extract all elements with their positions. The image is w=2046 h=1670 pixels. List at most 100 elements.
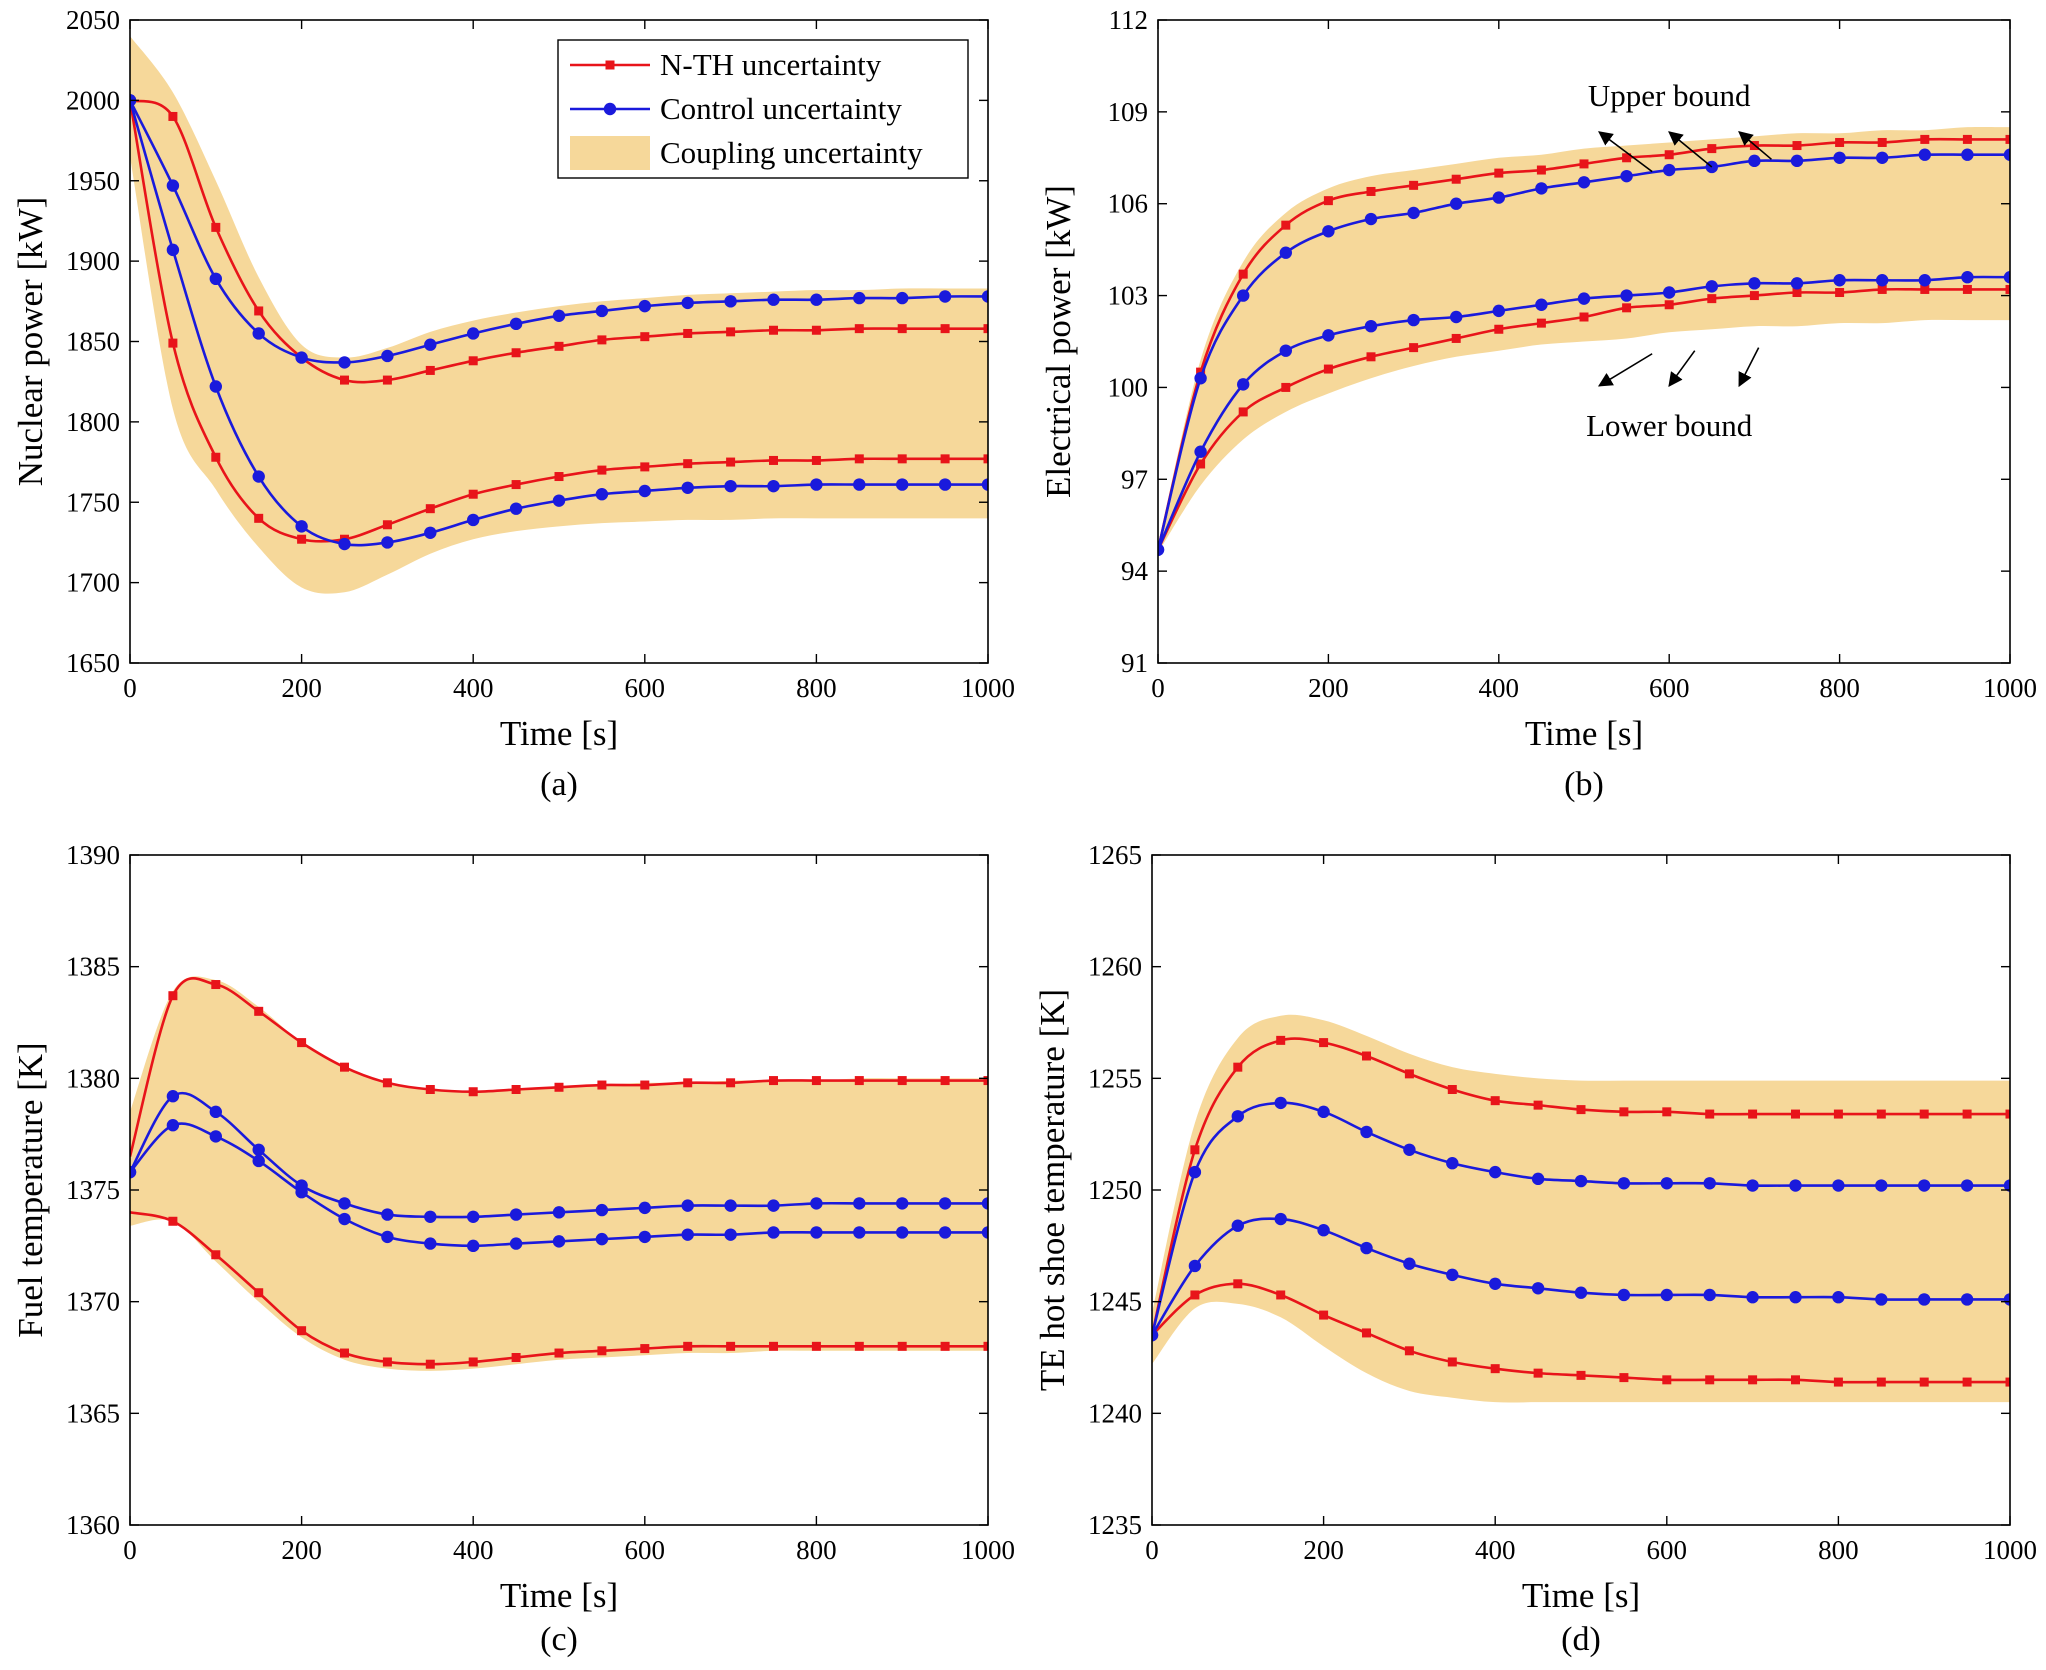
data-point-circle [1364,319,1378,333]
data-point-circle [853,1197,866,1210]
y-tick-label: 1260 [1088,952,1142,982]
data-point-circle [1274,1096,1287,1110]
data-point-square [683,1341,693,1351]
chart-panel-d: 0 200 400 600 800 1000 1235 1240 1245 1250 1255 126… [1033,840,2037,1658]
data-point-circle [209,1130,222,1143]
data-point-square [554,341,564,351]
data-point-square [640,1080,650,1090]
y-tick-label: 1800 [66,407,120,437]
data-point-circle [467,513,480,527]
data-point-square [1319,1310,1329,1320]
data-point-square [1366,186,1376,196]
data-point-square [597,465,607,475]
data-point-circle [1876,151,1889,164]
y-tick-label: 1240 [1088,1398,1142,1428]
data-point-square [1238,407,1248,417]
x-tick-label: 600 [1647,1535,1688,1565]
data-point-square [1619,1107,1629,1117]
data-point-square [254,1288,264,1298]
data-point-circle [381,349,394,363]
legend: N-TH uncertainty Control uncertainty Coupl… [557,39,969,179]
panel-caption: (c) [540,1621,578,1658]
legend-band-swatch [570,136,650,170]
data-point-square [1662,1107,1672,1117]
data-point-square [254,1006,264,1016]
nth-series-1 [1152,1279,2010,1387]
control-series-3 [1158,271,2010,556]
data-point-circle [1748,154,1761,168]
y-tick-label: 2050 [66,5,120,35]
data-point-circle [1194,445,1207,458]
control-series-2 [1158,148,2010,556]
data-point-square [1362,1051,1371,1061]
data-point-square [1533,1100,1543,1110]
chart-panel-b: 0 200 400 600 800 1000 91 94 97 100 103 106 109 112 Ti… [1039,5,2037,803]
data-point-square [1494,168,1504,178]
data-point-square [168,991,178,1001]
control-series-2 [130,1090,988,1224]
data-point-circle [981,1197,988,1210]
data-point-circle [767,1226,780,1239]
data-point-circle [209,272,222,286]
data-point-square [1877,137,1887,147]
data-point-square [854,1341,864,1351]
data-point-square [769,325,778,335]
control-series-3 [130,94,988,551]
data-point-circle [252,1143,265,1157]
data-point-square [1791,1375,1800,1385]
annotation-arrow [1668,350,1696,387]
data-point-circle [595,1203,609,1217]
y-tick-label: 1750 [66,487,120,517]
panel-caption: (a) [540,766,578,803]
data-point-circle [467,1210,480,1224]
data-point-square [640,1344,650,1354]
data-point-circle [724,479,737,493]
data-point-circle [2003,271,2010,284]
x-tick-label: 400 [1475,1535,1516,1565]
y-tick-label: 1700 [66,568,120,598]
data-point-circle [424,1210,437,1224]
data-point-circle [552,309,566,322]
data-point-circle [1789,1291,1802,1304]
data-point-circle [853,1226,866,1239]
data-point-square [1835,137,1845,147]
panel-caption: (b) [1564,766,1604,803]
control-series-3 [130,1119,988,1253]
data-point-circle [810,293,823,306]
x-axis-label: Time [s] [500,714,618,753]
data-point-square [726,327,736,337]
data-point-square [168,1216,178,1226]
data-point-square [1281,220,1291,230]
data-point-square [2005,284,2010,294]
data-point-circle [295,1186,308,1199]
data-point-circle [295,351,308,364]
data-point-square [1877,284,1887,294]
data-point-square [1919,1377,1929,1387]
data-point-square [726,457,736,467]
nth-series-1 [130,1211,988,1369]
data-point-circle [896,478,909,491]
data-point-square [1662,1375,1672,1385]
chart-panel-c: 0 200 400 600 800 1000 1360 1365 1370 1375 1380 138… [11,840,1015,1658]
data-point-circle [1574,1286,1588,1299]
y-tick-label: 1370 [66,1287,120,1317]
nth-series-1 [1158,284,2010,551]
data-point-circle [1364,212,1378,226]
nth-series-0 [1152,1035,2010,1336]
data-point-square [1791,1109,1800,1119]
data-point-circle [1620,289,1633,302]
y-tick-label: 1850 [66,327,120,357]
x-tick-label: 0 [1145,1535,1159,1565]
data-point-square [983,1076,988,1086]
data-point-square [1190,1145,1200,1155]
data-point-square [769,455,778,465]
data-point-square [1362,1328,1371,1338]
y-tick-label: 1365 [66,1398,120,1428]
data-point-square [1792,141,1802,151]
data-point-square [1962,134,1972,144]
data-point-square [854,454,864,464]
data-point-circle [252,470,265,483]
annotation-text: Lower bound [1586,408,1753,443]
data-point-square [1962,1109,1972,1119]
